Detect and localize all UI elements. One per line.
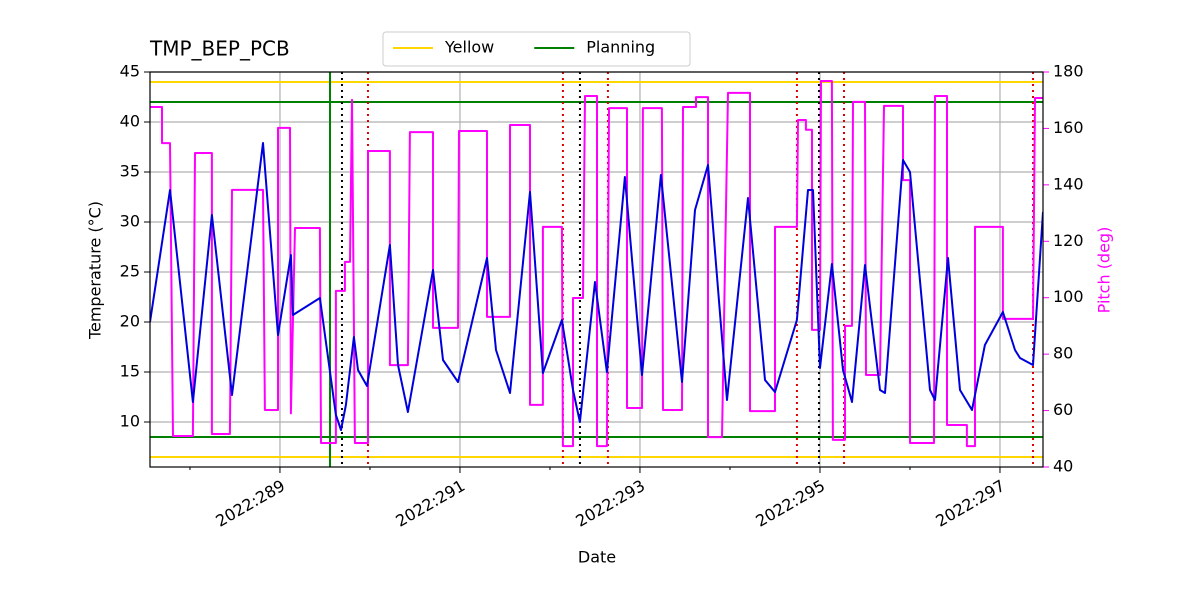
y2-tick-label: 40	[1053, 457, 1073, 476]
y2-tick-label: 180	[1053, 62, 1084, 81]
y-axis-label: Temperature (°C)	[86, 201, 105, 340]
y2-tick-label: 120	[1053, 231, 1084, 250]
x-axis-label: Date	[578, 548, 616, 567]
plot-area	[150, 72, 1043, 467]
y-tick-label: 40	[120, 112, 140, 131]
y2-tick-label: 60	[1053, 400, 1073, 419]
x-tick-label: 2022:291	[392, 476, 468, 531]
y2-axis-label: Pitch (deg)	[1095, 227, 1114, 314]
axes-frame	[149, 71, 1044, 468]
y-tick-label: 15	[120, 362, 140, 381]
y-tick-label: 20	[120, 312, 140, 331]
legend-label: Planning	[586, 38, 655, 57]
y2-tick-label: 80	[1053, 344, 1073, 363]
legend-label: Yellow	[444, 38, 494, 57]
x-tick-label: 2022:289	[212, 476, 288, 531]
y2-tick-label: 140	[1053, 174, 1084, 193]
x-tick-label: 2022:295	[752, 476, 828, 531]
legend: Yellow Planning	[382, 31, 691, 67]
y-tick-label: 35	[120, 162, 140, 181]
y-tick-label: 25	[120, 262, 140, 281]
chart-title: TMP_BEP_PCB	[149, 37, 290, 61]
y2-tick-label: 100	[1053, 287, 1084, 306]
data-line	[150, 80, 1043, 448]
y-tick-label: 10	[120, 412, 140, 431]
x-tick-label: 2022:293	[572, 476, 648, 531]
data-line	[150, 142, 1043, 431]
y-tick-label: 45	[120, 62, 140, 81]
y2-tick-label: 160	[1053, 118, 1084, 137]
x-tick-label: 2022:297	[932, 476, 1008, 531]
y-tick-label: 30	[120, 212, 140, 231]
